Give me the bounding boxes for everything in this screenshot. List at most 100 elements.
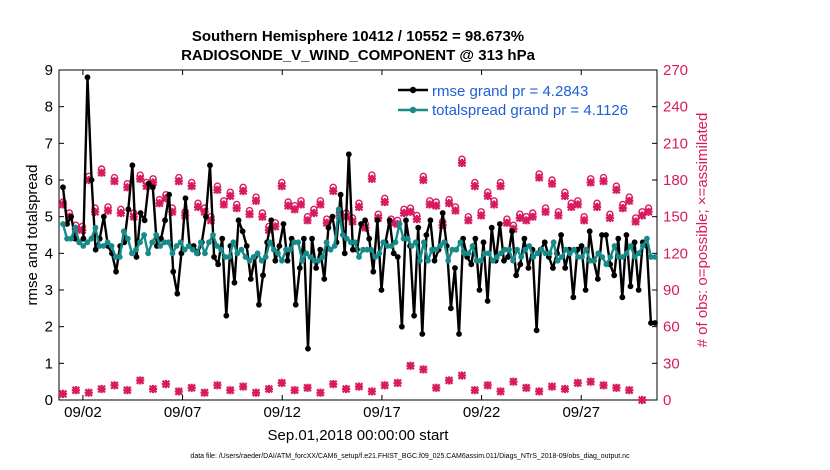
rmse-point — [403, 217, 409, 224]
totalspread-point — [469, 243, 476, 249]
obs-assimilated-marker — [444, 376, 454, 385]
rmse-point — [447, 305, 454, 312]
rmse-point — [223, 312, 230, 319]
obs-assimilated-marker — [110, 177, 119, 186]
totalspread-point — [360, 246, 366, 253]
obs-assimilated-marker — [496, 387, 505, 396]
totalspread-point — [157, 243, 164, 249]
totalspread-point — [116, 254, 123, 260]
rmse-point — [292, 301, 299, 308]
obs-assimilated-marker — [322, 218, 331, 227]
y-left-tick-label: 7 — [45, 135, 53, 152]
obs-assimilated-marker — [251, 388, 261, 397]
legend-rmse-marker — [409, 86, 417, 94]
totalspread-point — [258, 257, 265, 264]
totalspread-point — [416, 257, 423, 264]
rmse-point — [627, 283, 634, 290]
obs-assimilated-marker — [309, 208, 319, 218]
totalspread-point — [339, 232, 346, 238]
y-left-tick-label: 3 — [45, 282, 53, 299]
obs-assimilated-marker — [136, 376, 145, 385]
rmse-point — [345, 151, 352, 158]
totalspread-point — [165, 239, 172, 246]
rmse-point — [594, 276, 601, 282]
totalspread-point — [643, 235, 650, 242]
axis-ticks: 0123456789030609012015018021024027009/02… — [45, 62, 688, 421]
legend-rmse-label: rmse grand pr = 4.2843 — [432, 83, 588, 100]
rmse-point — [501, 257, 507, 264]
rmse-point — [313, 265, 320, 271]
rmse-point — [260, 272, 266, 279]
obs-assimilated-marker — [625, 196, 634, 205]
obs-assimilated-marker — [277, 378, 286, 388]
totalspread-point — [611, 243, 618, 249]
x-axis-label: Sep.01,2018 00:00:00 start — [268, 427, 450, 444]
rmse-point — [349, 246, 356, 253]
totalspread-point — [230, 239, 237, 246]
rmse-point — [158, 235, 164, 242]
totalspread-point — [473, 257, 480, 264]
rmse-point — [378, 287, 385, 293]
rmse-point — [619, 294, 626, 301]
x-tick-label: 09/22 — [463, 404, 501, 421]
obs-assimilated-marker — [522, 216, 531, 225]
obs-assimilated-marker — [168, 207, 177, 216]
obs-assimilated-marker — [155, 199, 164, 208]
legend-spread-label: totalspread grand pr = 4.1126 — [432, 102, 628, 119]
totalspread-point — [591, 257, 598, 264]
totalspread-point — [222, 254, 229, 260]
obs-assimilated-marker — [245, 210, 254, 219]
obs-assimilated-marker — [393, 378, 402, 388]
obs-assimilated-marker — [631, 217, 640, 226]
obs-assimilated-marker — [496, 181, 505, 191]
obs-assimilated-marker — [483, 191, 492, 201]
totalspread-point — [100, 243, 107, 249]
rmse-point — [239, 228, 246, 235]
rmse-point — [145, 180, 152, 187]
obs-assimilated-marker — [644, 207, 653, 216]
x-tick-label: 09/07 — [164, 404, 202, 421]
y-left-tick-label: 1 — [45, 355, 53, 372]
rmse-point — [456, 331, 462, 337]
rmse-point — [133, 254, 140, 260]
obs-assimilated-marker — [97, 384, 106, 394]
obs-assimilated-marker — [470, 386, 480, 395]
rmse-point — [211, 254, 217, 260]
rmse-point — [276, 243, 283, 249]
y-right-tick-label: 180 — [663, 172, 688, 189]
obs-assimilated-marker — [367, 174, 377, 183]
rmse-point — [370, 268, 377, 275]
obs-assimilated-marker — [425, 200, 434, 209]
rmse-point — [341, 250, 348, 257]
y-left-tick-label: 0 — [45, 392, 53, 409]
rmse-point — [468, 261, 475, 268]
totalspread-point — [238, 246, 245, 253]
rmse-point — [648, 320, 654, 326]
totalspread-point — [404, 235, 411, 242]
x-tick-label: 09/27 — [562, 404, 600, 421]
obs-assimilated-marker — [161, 379, 171, 389]
totalspread-point — [287, 246, 293, 253]
rmse-point — [141, 217, 148, 224]
obs-assimilated-marker — [277, 181, 286, 191]
totalspread-point — [623, 250, 630, 257]
obs-assimilated-marker — [226, 386, 235, 395]
y-right-tick-label: 90 — [663, 282, 680, 299]
totalspread-point — [445, 257, 452, 264]
obs-assimilated-marker — [380, 197, 389, 207]
totalspread-point — [279, 257, 285, 264]
totalspread-point — [538, 246, 545, 253]
y-right-tick-label: 30 — [663, 355, 680, 372]
totalspread-point — [108, 243, 115, 249]
totalspread-point — [639, 243, 646, 249]
rmse-point — [398, 323, 405, 330]
totalspread-point — [299, 257, 306, 264]
obs-assimilated-marker — [419, 175, 428, 185]
obs-assimilated-marker — [78, 225, 87, 235]
totalspread-point — [554, 257, 561, 264]
legend-spread-marker — [409, 106, 417, 114]
obs-assimilated-marker — [367, 387, 377, 396]
rmse-point — [533, 327, 540, 334]
x-tick-label: 09/12 — [263, 404, 301, 421]
obs-assimilated-marker — [226, 191, 235, 201]
